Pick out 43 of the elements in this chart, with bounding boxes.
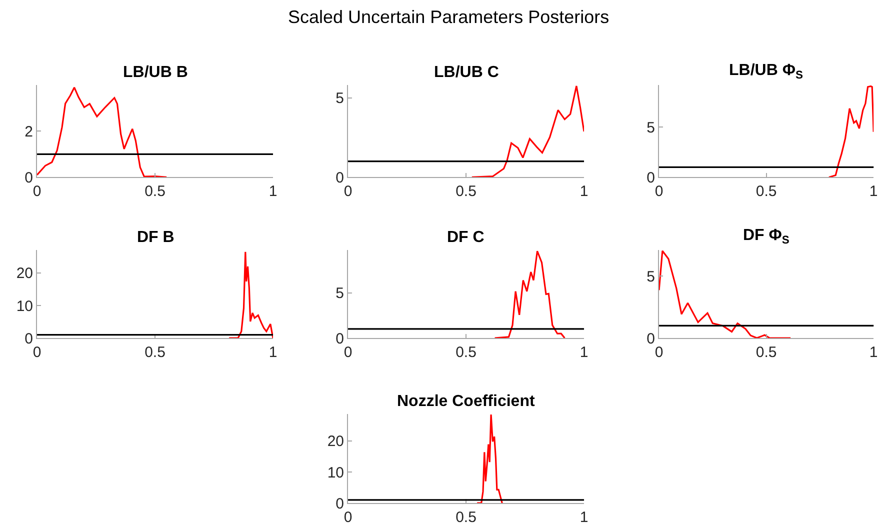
x-tick-label: 1 (268, 344, 278, 362)
x-tick-label: 1 (580, 344, 588, 362)
line-series (828, 85, 874, 178)
x-tick-label: 0.5 (756, 183, 777, 200)
y-tick-label: 0 (646, 169, 656, 186)
chart-title: LB/UB C (434, 64, 500, 81)
y-tick-label: 20 (327, 433, 344, 450)
y-tick-label: 0 (336, 330, 344, 348)
y-tick-label: 5 (336, 90, 344, 108)
line-series (471, 85, 584, 178)
x-tick-label: 1 (869, 344, 878, 362)
line-series (476, 414, 503, 504)
y-tick-label: 5 (646, 119, 656, 136)
text: Scaled Uncertain Parameters Posteriors (288, 7, 610, 27)
y-tick-label: 0 (336, 495, 344, 512)
x-tick-label: 0.5 (456, 183, 476, 200)
x-tick-label: 0.5 (144, 183, 166, 200)
y-tick-label: 2 (24, 123, 34, 140)
y-tick-label: 20 (16, 265, 34, 282)
line-series (228, 251, 274, 338)
chart-title: Nozzle Coefficient (397, 393, 536, 410)
y-tick-label: 10 (16, 298, 34, 315)
chart-title: LB/UB B (123, 64, 188, 81)
chart-title: DF B (137, 229, 174, 246)
chart-title: LB/UB Φ$_{S}$ (729, 62, 804, 82)
x-tick-label: 0.5 (144, 344, 166, 362)
x-tick-label: 1 (869, 183, 878, 200)
x-tick-label: 0.5 (456, 509, 476, 526)
chart-title: DF Φ$_{S}$ (743, 227, 790, 246)
x-tick-label: 1 (580, 509, 588, 526)
x-tick-label: 1 (580, 183, 588, 200)
line-series (494, 250, 566, 338)
chart-title: DF C (447, 229, 485, 246)
y-tick-label: 5 (646, 268, 656, 286)
y-tick-label: 10 (327, 464, 344, 482)
x-tick-label: 0.5 (456, 344, 476, 362)
x-tick-label: 1 (268, 183, 278, 200)
x-tick-label: 0.5 (756, 344, 777, 362)
y-tick-label: 5 (336, 285, 344, 302)
y-tick-label: 0 (24, 169, 34, 186)
y-tick-label: 0 (24, 330, 34, 348)
y-tick-label: 0 (336, 169, 344, 186)
y-tick-label: 0 (646, 330, 656, 348)
